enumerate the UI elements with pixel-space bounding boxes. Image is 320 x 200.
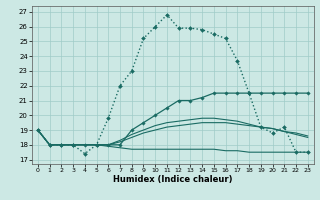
X-axis label: Humidex (Indice chaleur): Humidex (Indice chaleur) xyxy=(113,175,233,184)
